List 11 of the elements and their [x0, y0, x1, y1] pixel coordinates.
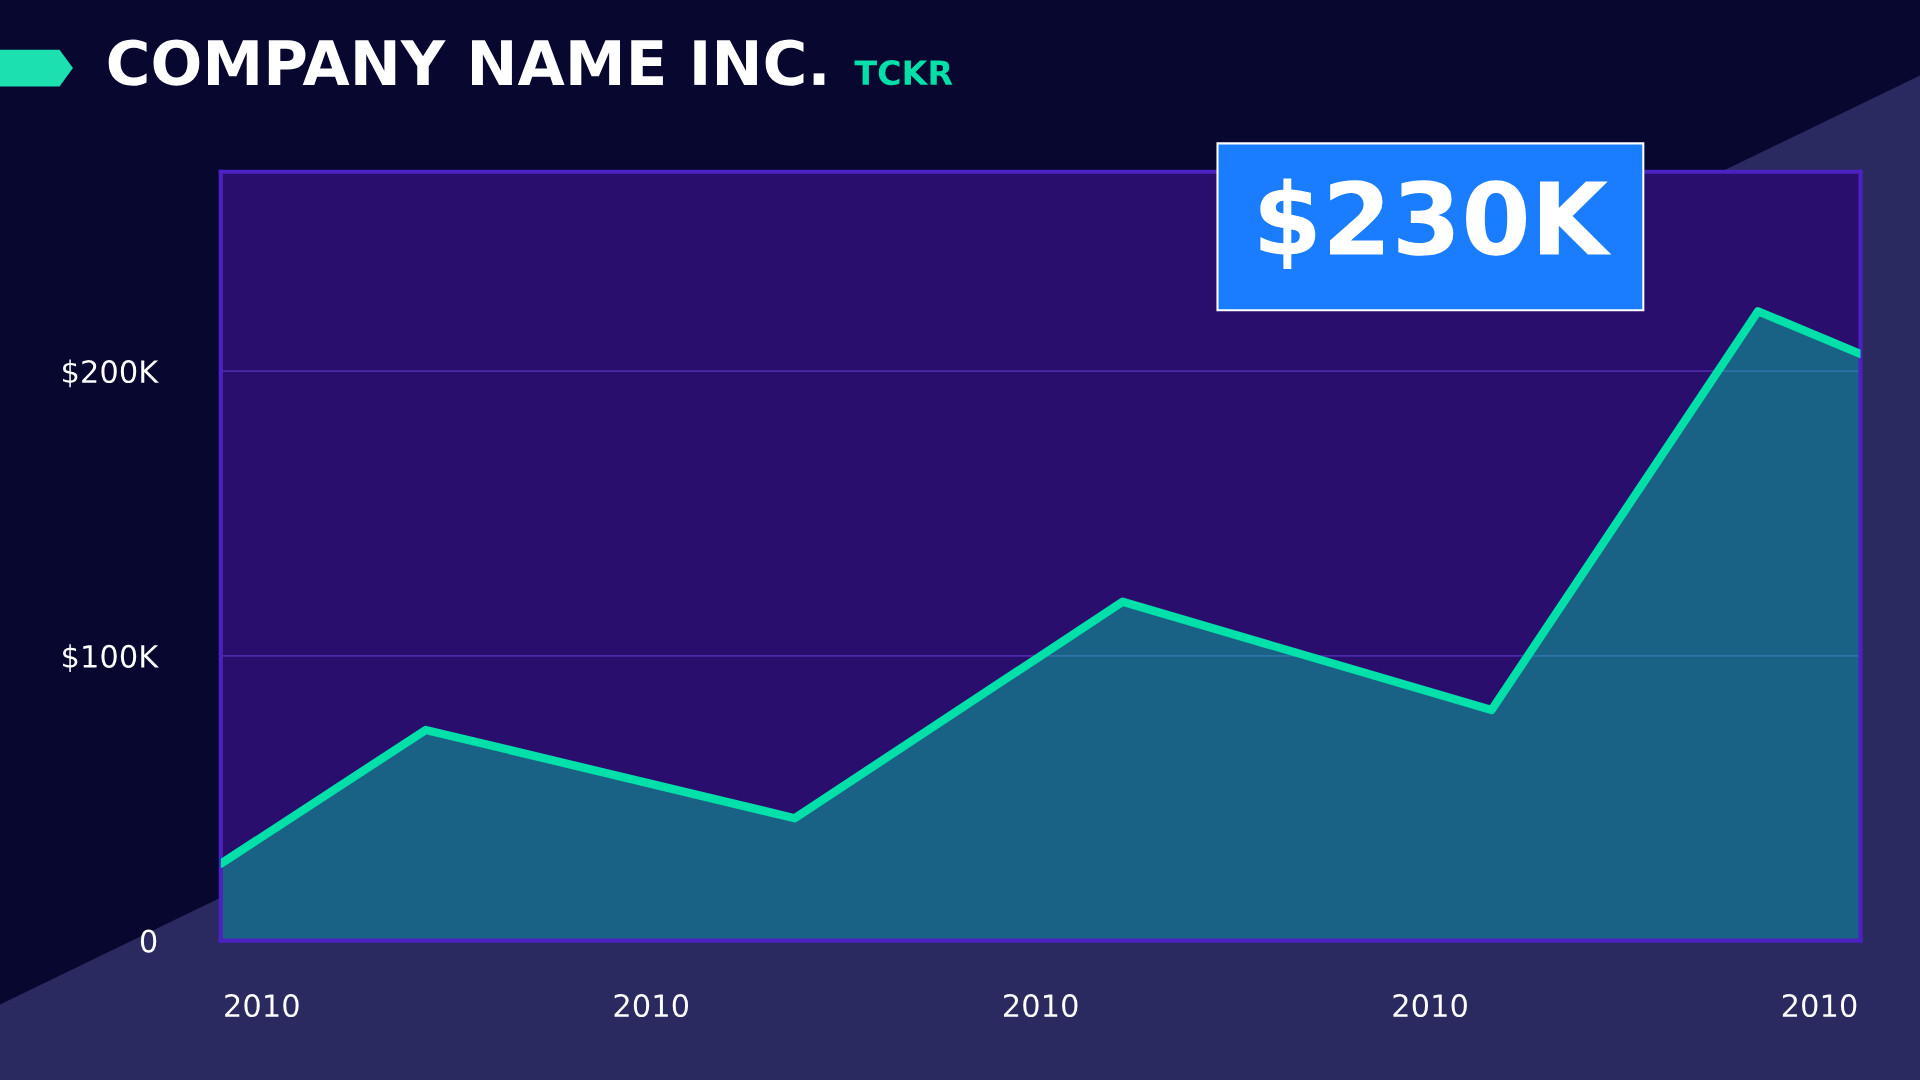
- y-tick-label: $100K: [63, 644, 159, 672]
- x-tick-label: 2010: [1393, 994, 1467, 1018]
- chart-subtitle: TCKR: [854, 60, 953, 86]
- x-tick-label: 2010: [614, 994, 689, 1018]
- x-tick-label: 2010: [1004, 994, 1078, 1018]
- chart-title: COMPANY NAME INC.: [108, 39, 825, 86]
- annotation: $230K: [1260, 178, 1612, 270]
- y-tick-label: 0: [140, 929, 157, 953]
- x-tick-label: 2010: [1782, 994, 1857, 1018]
- x-tick-label: 2010: [225, 994, 299, 1018]
- y-tick-label: $200K: [63, 359, 159, 388]
